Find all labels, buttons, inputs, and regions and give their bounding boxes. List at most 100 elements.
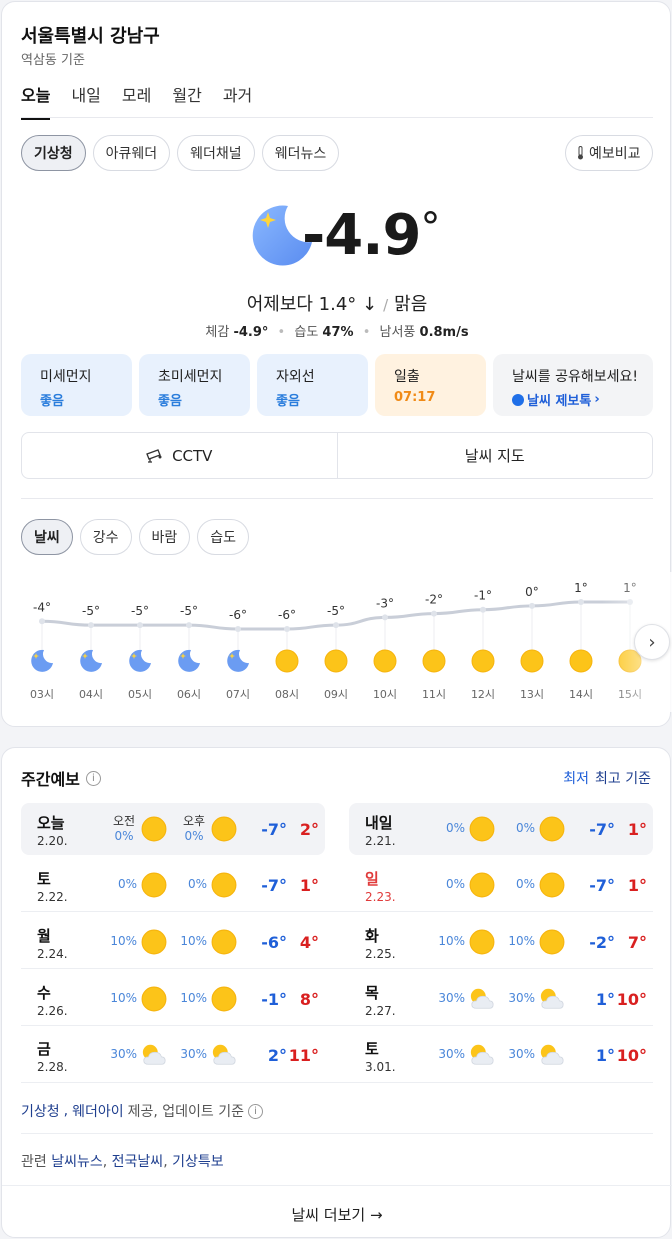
source-chip-weathernews[interactable]: 웨더뉴스 <box>261 135 340 171</box>
tile-ultrafine-dust[interactable]: 초미세먼지 좋음 <box>139 354 250 416</box>
weekly-day-row[interactable]: 일 2.23. 0% 0% -7° 1° <box>349 859 653 911</box>
source-chips: 기상청 아큐웨더 웨더채널 웨더뉴스 <box>21 135 340 171</box>
weekly-day-row[interactable]: 내일 2.21. 0% 0% -7° 1° <box>349 803 653 855</box>
hourly-tabs: 날씨 강수 바람 습도 <box>21 519 250 555</box>
hour-temp-label: 0° <box>525 585 539 599</box>
weekly-day-row[interactable]: 오늘 2.20. 오전 0% 오후 0% -7° 2° <box>21 803 325 855</box>
row-divider <box>21 1082 653 1083</box>
legend-high: 최고 기준 <box>595 771 651 787</box>
day-date: 2.25. <box>365 947 396 961</box>
max-temp: 10° <box>616 1046 647 1065</box>
sun-icon <box>211 872 237 902</box>
weekly-day-row[interactable]: 토 3.01. 30% 30% 1° 10° <box>349 1029 653 1081</box>
humidity-value: 47% <box>322 325 354 340</box>
related-link-national[interactable]: 전국날씨 <box>111 1154 164 1170</box>
detail-line: 체감 -4.9° • 습도 47% • 남서풍 0.8m/s <box>205 325 469 340</box>
temp-point <box>39 618 45 625</box>
pm-precip: 0% <box>515 821 535 835</box>
condition-line: 어제보다 1.4° ↓ / 맑음 <box>246 294 428 315</box>
more-divider <box>2 1185 672 1186</box>
source-chip-weatherchannel[interactable]: 웨더채널 <box>177 135 255 171</box>
weekly-day-row[interactable]: 화 2.25. 10% 10% -2° 7° <box>349 916 653 968</box>
sun-icon <box>539 872 565 902</box>
min-temp: -1° <box>261 990 287 1009</box>
day-name: 목 <box>365 984 379 1002</box>
location-title[interactable]: 서울특별시 강남구 <box>21 26 160 47</box>
row-divider <box>21 1025 653 1026</box>
weekly-day-row[interactable]: 월 2.24. 10% 10% -6° 4° <box>21 916 325 968</box>
max-temp: 4° <box>299 933 319 952</box>
tile-weather-report[interactable]: 날씨를 공유해보세요! 날씨 제보톡 › <box>493 354 653 416</box>
hourly-tab-precip[interactable]: 강수 <box>79 519 132 555</box>
day-date: 2.21. <box>365 834 396 848</box>
hour-time-label: 05시 <box>128 688 152 701</box>
quick-buttons: CCTV 날씨 지도 <box>21 432 653 479</box>
row-divider <box>21 968 653 969</box>
am-precip: 30% <box>438 991 465 1005</box>
weekly-day-row[interactable]: 금 2.28. 30% 30% 2° 11° <box>21 1029 325 1081</box>
cctv-button[interactable]: CCTV <box>22 433 337 478</box>
temp-point <box>137 622 143 629</box>
day-name: 토 <box>37 870 51 888</box>
tab-monthly[interactable]: 월간 <box>172 86 202 105</box>
max-temp: 7° <box>627 933 647 952</box>
moon-icon <box>31 649 53 672</box>
hour-temp-label: -1° <box>474 589 492 603</box>
min-temp: -7° <box>261 876 287 895</box>
sun-icon <box>324 649 348 673</box>
source-chip-accuweather[interactable]: 아큐웨더 <box>92 135 171 171</box>
credit-link-kma[interactable]: 기상청 <box>21 1104 60 1120</box>
weather-more-button[interactable]: 날씨 더보기 → <box>291 1206 383 1224</box>
sun-icon <box>539 816 565 846</box>
tile-sunrise[interactable]: 일출 07:17 <box>375 354 486 416</box>
hour-temp-label: -5° <box>82 604 100 618</box>
min-temp: -2° <box>589 933 615 952</box>
temp-point <box>578 599 584 605</box>
pm-precip: 0% <box>515 877 535 891</box>
am-precip: 0% <box>117 877 137 891</box>
weekly-day-row[interactable]: 토 2.22. 0% 0% -7° 1° <box>21 859 325 911</box>
hour-time-label: 07시 <box>226 688 250 701</box>
am-precip: 30% <box>438 1047 465 1061</box>
hour-time-label: 08시 <box>275 688 299 701</box>
info-icon[interactable]: i <box>85 770 101 786</box>
related-link-warning[interactable]: 기상특보 <box>172 1154 224 1170</box>
hour-time-label: 13시 <box>520 688 544 701</box>
weather-map-button[interactable]: 날씨 지도 <box>336 433 653 478</box>
info-icon[interactable]: i <box>248 1103 264 1119</box>
hour-time-label: 15시 <box>618 688 642 701</box>
wind-value: 0.8m/s <box>419 325 469 340</box>
tab-day-after[interactable]: 모레 <box>121 86 152 105</box>
temp-point <box>333 622 339 629</box>
sun-icon <box>569 649 593 673</box>
weekly-day-row[interactable]: 수 2.26. 10% 10% -1° 8° <box>21 973 325 1025</box>
weekly-title: 주간예보 i <box>21 766 101 790</box>
day-name: 화 <box>365 927 379 945</box>
related-link-news[interactable]: 날씨뉴스 <box>51 1154 103 1170</box>
weekly-day-row[interactable]: 목 2.27. 30% 30% 1° 10° <box>349 973 653 1025</box>
hourly-next-button[interactable]: › <box>634 624 670 660</box>
weekly-forecast-card: 주간예보 i 최저 최고 기준 오늘 2.20. 오전 0% 오후 0% -7° 2° 내일 2.2… <box>1 747 672 1238</box>
tabs-divider <box>21 117 653 118</box>
min-temp: 2° <box>267 1046 287 1065</box>
credit-link-weatheri[interactable]: 웨더아이 <box>72 1104 124 1120</box>
hourly-tab-humidity[interactable]: 습도 <box>197 519 250 555</box>
tab-today[interactable]: 오늘 <box>21 82 51 120</box>
sun-icon <box>275 649 299 673</box>
hour-temp-label: -6° <box>229 608 247 622</box>
hourly-tab-weather[interactable]: 날씨 <box>21 519 73 555</box>
hour-temp-label: -5° <box>327 604 345 618</box>
sun-icon <box>422 649 446 673</box>
hourly-chart: -4° 03시 -5° 04시 -5° 05시 -5° 06시 -6° 07시 -6° 08시 -5° 0… <box>30 581 642 701</box>
temp-point <box>431 610 437 617</box>
day-date: 2.27. <box>365 1004 396 1018</box>
tile-uv[interactable]: 자외선 좋음 <box>257 354 368 416</box>
hourly-tab-wind[interactable]: 바람 <box>138 519 191 555</box>
forecast-compare-button[interactable]: 예보비교 <box>565 135 653 171</box>
min-temp: -7° <box>261 820 287 839</box>
tab-tomorrow[interactable]: 내일 <box>71 86 101 105</box>
section-divider <box>21 498 653 499</box>
tab-past[interactable]: 과거 <box>222 86 253 105</box>
source-chip-kma[interactable]: 기상청 <box>21 135 86 171</box>
tile-fine-dust[interactable]: 미세먼지 좋음 <box>21 354 132 416</box>
